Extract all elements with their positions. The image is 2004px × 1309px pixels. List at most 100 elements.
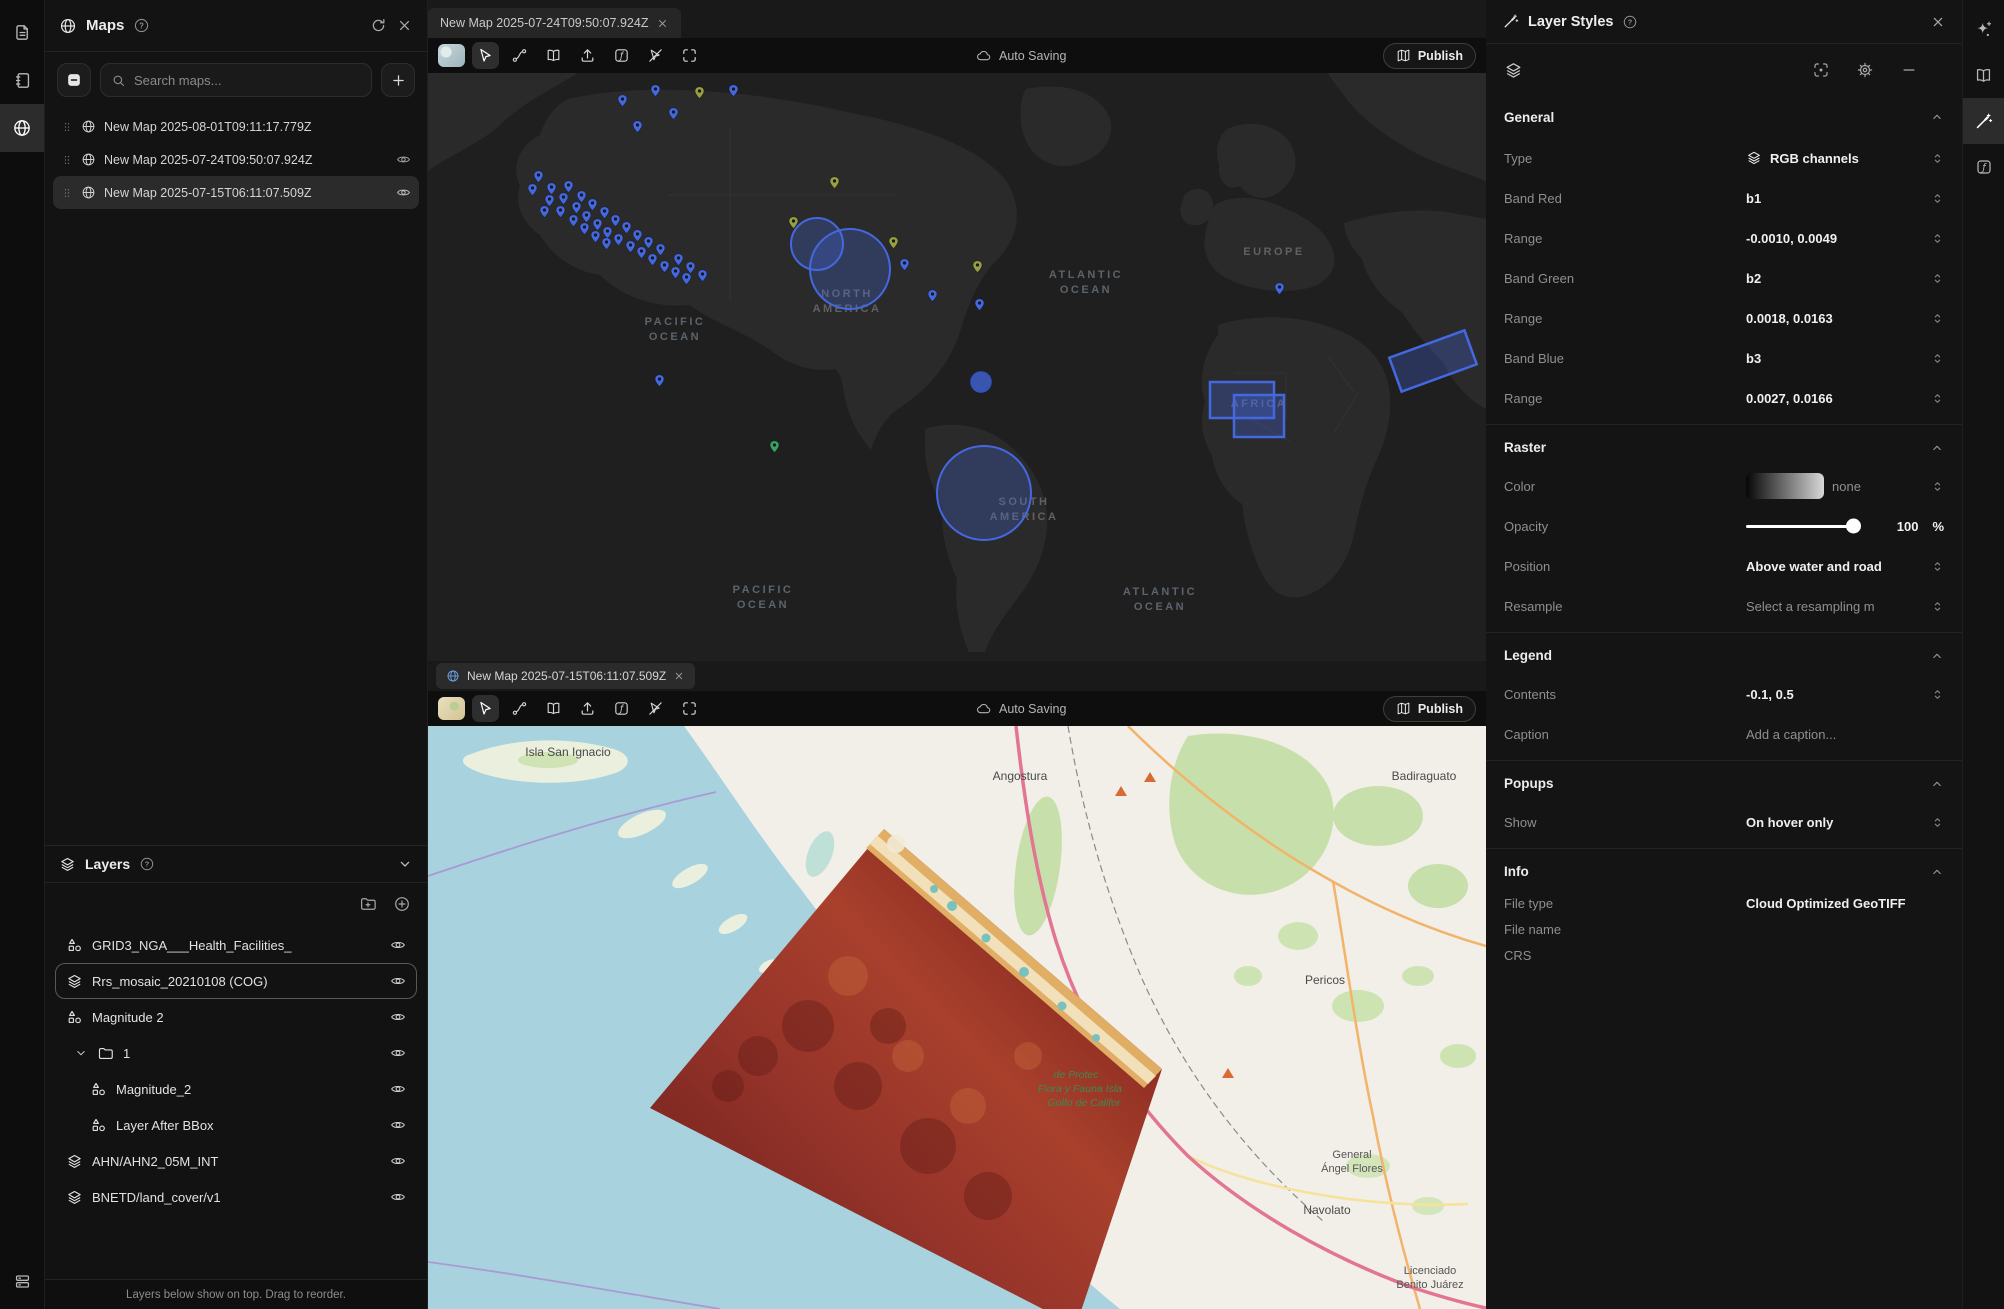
- new-map-button[interactable]: [381, 63, 415, 97]
- chevron-down-icon[interactable]: [74, 1046, 88, 1060]
- stepper-icon[interactable]: [1931, 392, 1944, 405]
- route-tool[interactable]: [506, 695, 533, 722]
- route-tool[interactable]: [506, 42, 533, 69]
- data-blob[interactable]: [970, 371, 992, 393]
- stepper-icon[interactable]: [1931, 600, 1944, 613]
- select-tool[interactable]: [472, 42, 499, 69]
- data-circle[interactable]: [809, 228, 891, 310]
- collapse-all-button[interactable]: [57, 63, 91, 97]
- stepper-icon[interactable]: [1931, 560, 1944, 573]
- notebook-rail-button[interactable]: [0, 56, 44, 104]
- section-general[interactable]: General: [1486, 96, 1962, 138]
- library-tool[interactable]: [540, 42, 567, 69]
- band-green-select[interactable]: b2: [1746, 270, 1762, 286]
- color-ramp-swatch[interactable]: [1746, 473, 1824, 499]
- search-maps-input[interactable]: [134, 72, 361, 88]
- resample-select[interactable]: Select a resampling m: [1746, 598, 1875, 614]
- opacity-slider[interactable]: [1746, 518, 1861, 534]
- section-popups[interactable]: Popups: [1486, 760, 1962, 802]
- publish-button[interactable]: Publish: [1382, 42, 1476, 69]
- layer-row[interactable]: AHN/AHN2_05M_INT: [55, 1143, 417, 1179]
- upload-tool[interactable]: [574, 695, 601, 722]
- settings-button[interactable]: [1856, 61, 1874, 79]
- help-icon[interactable]: [1622, 14, 1638, 30]
- eye-icon[interactable]: [396, 185, 411, 200]
- data-library-rail-button[interactable]: [0, 1257, 44, 1305]
- eye-icon[interactable]: [390, 1009, 406, 1025]
- eye-icon[interactable]: [396, 152, 411, 167]
- opacity-value[interactable]: 100: [1896, 518, 1919, 534]
- eye-icon[interactable]: [390, 1117, 406, 1133]
- close-tab-icon[interactable]: [656, 17, 669, 30]
- color-value[interactable]: none: [1832, 478, 1861, 494]
- formula-tool[interactable]: [608, 42, 635, 69]
- maps-rail-button[interactable]: [0, 104, 44, 152]
- layer-row[interactable]: BNETD/land_cover/v1: [55, 1179, 417, 1215]
- opacity-slider-knob[interactable]: [1846, 518, 1861, 534]
- raster-overlay[interactable]: [650, 829, 1162, 1309]
- layer-row[interactable]: Layer After BBox: [55, 1107, 417, 1143]
- collapse-button[interactable]: [1900, 61, 1918, 79]
- map-list-item-selected[interactable]: New Map 2025-07-15T06:11:07.509Z: [53, 176, 419, 209]
- stepper-icon[interactable]: [1931, 152, 1944, 165]
- fullscreen-tool[interactable]: [676, 42, 703, 69]
- eye-icon[interactable]: [390, 1081, 406, 1097]
- map2-tab[interactable]: New Map 2025-07-15T06:11:07.509Z: [436, 663, 696, 689]
- publish-button[interactable]: Publish: [1382, 695, 1476, 722]
- library-rail-button[interactable]: [1963, 52, 2004, 98]
- range-green-input[interactable]: 0.0018, 0.0163: [1746, 310, 1833, 326]
- add-layer-button[interactable]: [393, 895, 411, 913]
- caption-input[interactable]: Add a caption...: [1746, 726, 1837, 742]
- drag-handle-icon[interactable]: [61, 187, 73, 199]
- position-select[interactable]: Above water and road: [1746, 558, 1882, 574]
- range-blue-input[interactable]: 0.0027, 0.0166: [1746, 390, 1833, 406]
- stepper-icon[interactable]: [1931, 480, 1944, 493]
- documents-rail-button[interactable]: [0, 8, 44, 56]
- stepper-icon[interactable]: [1931, 816, 1944, 829]
- chevron-down-icon[interactable]: [397, 856, 413, 872]
- ai-assistant-rail-button[interactable]: [1963, 6, 2004, 52]
- legend-contents-select[interactable]: -0.1, 0.5: [1746, 686, 1794, 702]
- data-circle[interactable]: [936, 445, 1032, 541]
- help-icon[interactable]: [139, 856, 155, 872]
- formula-tool[interactable]: [608, 695, 635, 722]
- eye-icon[interactable]: [390, 1153, 406, 1169]
- drag-handle-icon[interactable]: [61, 121, 73, 133]
- select-tool[interactable]: [472, 695, 499, 722]
- layer-folder-row[interactable]: 1: [55, 1035, 417, 1071]
- help-icon[interactable]: [133, 17, 150, 34]
- map2-canvas[interactable]: Isla San Ignacio Angostura Badiraguato P…: [428, 726, 1486, 1309]
- popup-show-select[interactable]: On hover only: [1746, 814, 1834, 830]
- band-blue-select[interactable]: b3: [1746, 350, 1762, 366]
- layer-row[interactable]: Magnitude 2: [55, 999, 417, 1035]
- basemap-thumbnail[interactable]: [438, 697, 465, 720]
- formula-rail-button[interactable]: [1963, 144, 2004, 190]
- library-tool[interactable]: [540, 695, 567, 722]
- map-list-item[interactable]: New Map 2025-07-24T09:50:07.924Z: [53, 143, 419, 176]
- eye-icon[interactable]: [390, 1045, 406, 1061]
- eye-icon[interactable]: [390, 937, 406, 953]
- band-red-select[interactable]: b1: [1746, 190, 1762, 206]
- bbox-rectangle[interactable]: [1208, 380, 1276, 420]
- bbox-rectangle[interactable]: [1387, 328, 1479, 394]
- upload-tool[interactable]: [574, 42, 601, 69]
- basemap-thumbnail[interactable]: [438, 44, 465, 67]
- map1-tab[interactable]: New Map 2025-07-24T09:50:07.924Z: [428, 8, 682, 38]
- close-maps-panel-button[interactable]: [396, 17, 413, 34]
- stepper-icon[interactable]: [1931, 352, 1944, 365]
- layers-icon[interactable]: [1504, 61, 1523, 80]
- deselect-tool[interactable]: [642, 695, 669, 722]
- type-select[interactable]: RGB channels: [1746, 150, 1859, 166]
- eye-icon[interactable]: [390, 973, 406, 989]
- map-list-item[interactable]: New Map 2025-08-01T09:11:17.779Z: [53, 110, 419, 143]
- range-red-input[interactable]: -0.0010, 0.0049: [1746, 230, 1838, 246]
- section-legend[interactable]: Legend: [1486, 632, 1962, 674]
- layer-styles-rail-button[interactable]: [1963, 98, 2004, 144]
- stepper-icon[interactable]: [1931, 272, 1944, 285]
- eye-icon[interactable]: [390, 1189, 406, 1205]
- stepper-icon[interactable]: [1931, 688, 1944, 701]
- drag-handle-icon[interactable]: [61, 154, 73, 166]
- close-tab-icon[interactable]: [673, 670, 685, 682]
- stepper-icon[interactable]: [1931, 192, 1944, 205]
- layer-row-selected[interactable]: Rrs_mosaic_20210108 (COG): [55, 963, 417, 999]
